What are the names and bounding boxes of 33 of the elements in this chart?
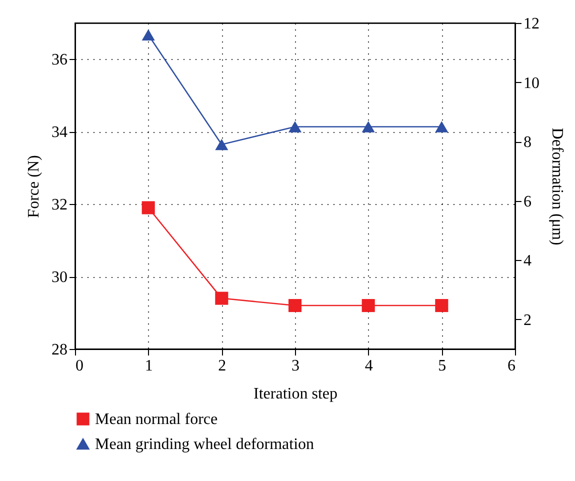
- point: [435, 121, 448, 132]
- legend-label: Mean grinding wheel deformation: [95, 436, 314, 453]
- legend-label: Mean normal force: [95, 411, 218, 428]
- y2-tick-label: 4: [524, 252, 532, 270]
- y2-axis-title: Deformation (μm): [548, 128, 566, 246]
- y2-tick-label: 10: [524, 74, 540, 92]
- x-tick-label: 0: [76, 358, 84, 374]
- x-tick-label: 1: [144, 358, 153, 374]
- y2-tick-label: 2: [524, 312, 532, 329]
- point: [142, 29, 155, 40]
- point: [215, 292, 228, 305]
- y-tick-label: 32: [52, 196, 68, 214]
- point: [435, 299, 448, 312]
- y-tick-label: 36: [52, 52, 68, 69]
- point: [288, 121, 302, 132]
- y-axis-title: Force (N): [26, 155, 42, 218]
- y2-tick-label: 6: [524, 193, 532, 210]
- y-tick-label: 34: [52, 124, 68, 142]
- y-tick-label: 30: [52, 269, 68, 286]
- x-tick-label: 5: [438, 358, 446, 374]
- x-tick-label: 4: [364, 358, 373, 374]
- x-tick-label: 2: [218, 358, 226, 374]
- x-tick-label: 3: [292, 358, 300, 374]
- point: [215, 138, 228, 150]
- point: [288, 299, 302, 312]
- y-tick-label: 28: [52, 342, 68, 358]
- x-tick-label: 6: [508, 358, 516, 374]
- y2-tick-label: 8: [524, 134, 532, 152]
- x-axis-title: Iteration step: [254, 386, 338, 402]
- point: [362, 121, 375, 132]
- y2-tick-label: 12: [524, 16, 540, 32]
- point: [142, 201, 155, 214]
- point: [362, 299, 375, 312]
